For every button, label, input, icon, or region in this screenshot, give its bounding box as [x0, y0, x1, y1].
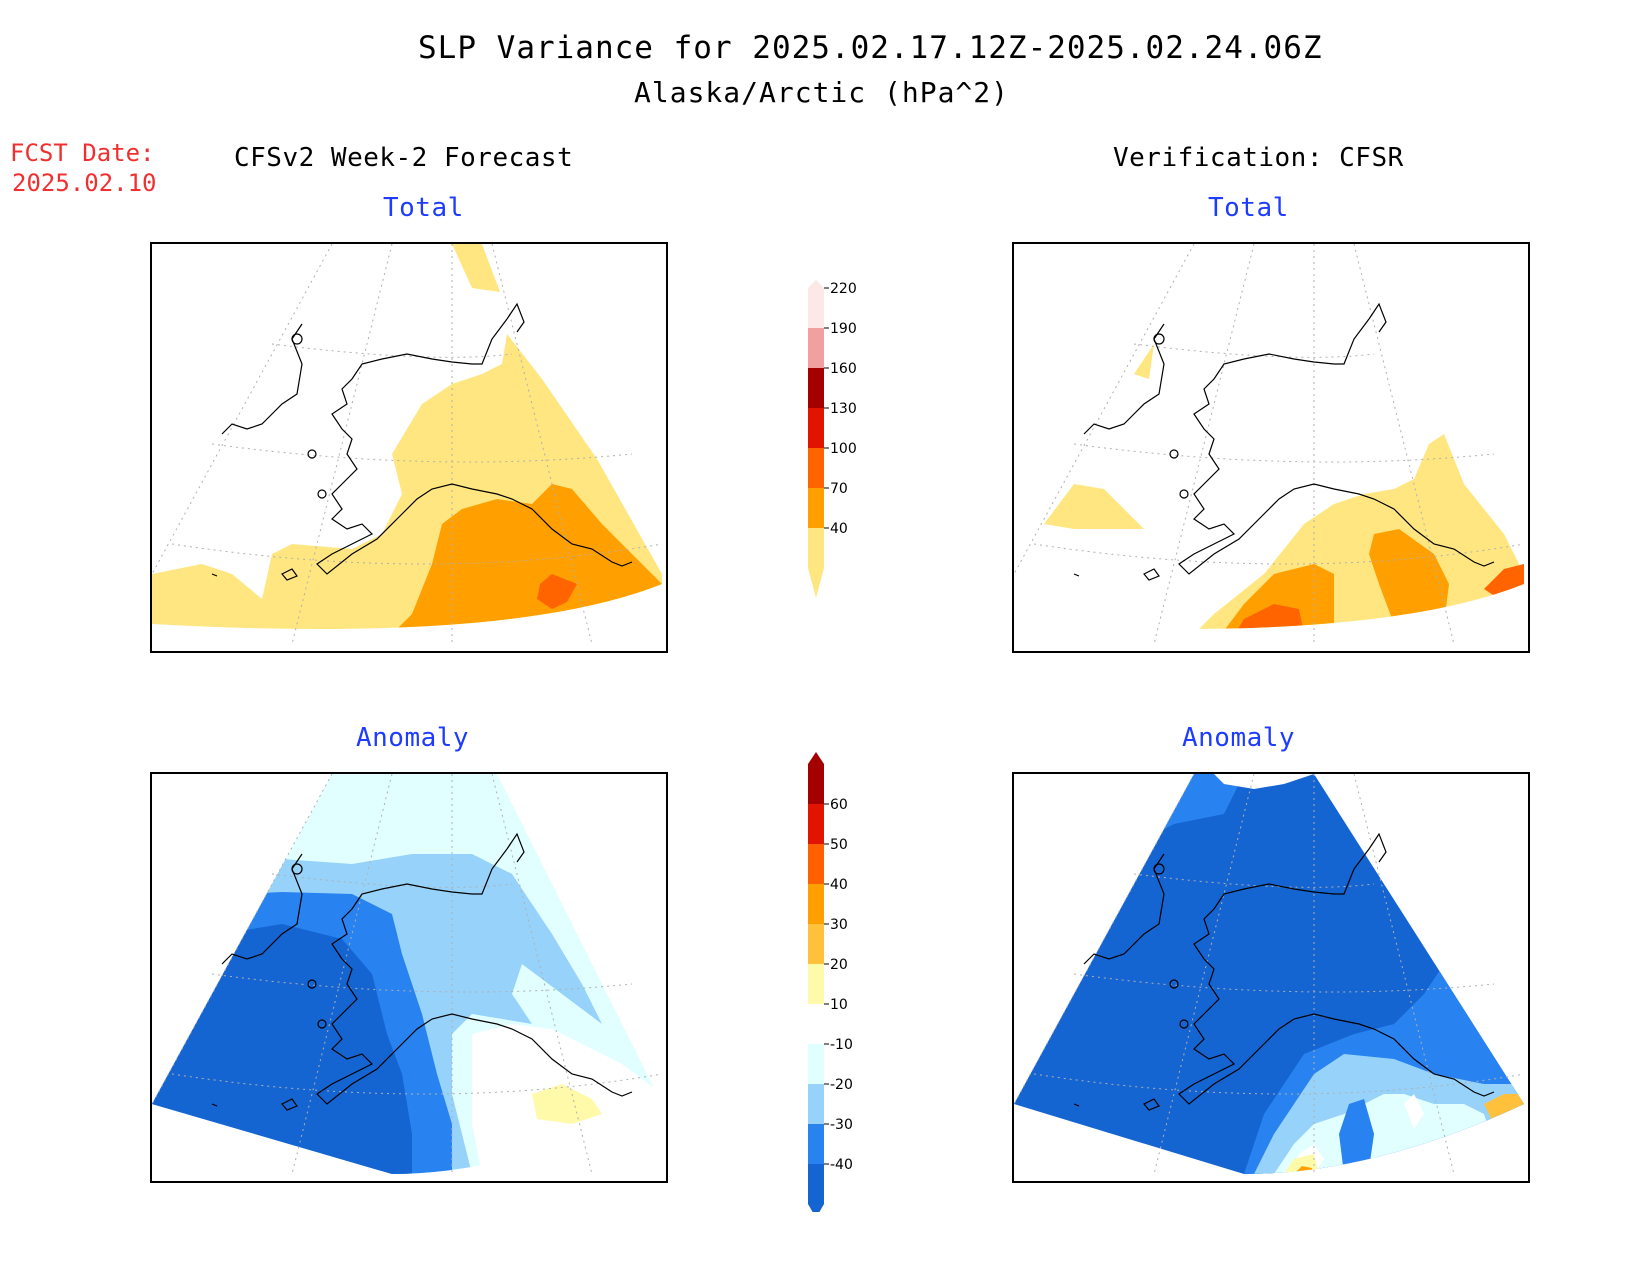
fc-total-red-spot [537, 574, 577, 609]
colorbar-swatch [808, 1124, 824, 1164]
vf-total-orange-2 [1369, 529, 1449, 629]
colorbar-swatch [808, 448, 824, 488]
vf-total-red-east [1484, 564, 1524, 599]
colorbar-swatch [808, 964, 824, 1004]
vf-total-yellow-main [1184, 434, 1524, 629]
fc-total-orange-bottom [322, 634, 392, 644]
vf-total-yellow-tip [1134, 344, 1154, 379]
vf-total-red-1 [1229, 604, 1304, 629]
colorbar-label: 20 [830, 957, 848, 973]
colorbar-label: 160 [830, 361, 857, 377]
colorbar-swatch [808, 328, 824, 368]
colorbar-swatch [808, 804, 824, 844]
colorbar-label: 190 [830, 321, 857, 337]
colorbar-label: 40 [830, 877, 848, 893]
colorbar-swatch [808, 528, 824, 598]
colorbar-swatch [808, 1084, 824, 1124]
colorbar-label: 30 [830, 917, 848, 933]
colorbar-swatch [808, 924, 824, 964]
vf-total-darkred-1 [1259, 634, 1286, 644]
forecast-column-title: CFSv2 Week-2 Forecast [234, 143, 574, 173]
fcst-date-label: FCST Date: [10, 139, 155, 167]
colorbar-label: -10 [830, 1037, 853, 1053]
verification-anomaly-map [1012, 772, 1530, 1183]
colorbar-swatch [808, 488, 824, 528]
verification-column-title: Verification: CFSR [1113, 143, 1404, 173]
colorbar-label: 60 [830, 797, 848, 813]
colorbar-label: -30 [830, 1117, 853, 1133]
colorbar-label: 40 [830, 521, 848, 537]
colorbar-label: 100 [830, 441, 857, 457]
forecast-total-map [150, 242, 668, 653]
colorbar-swatch [808, 280, 824, 328]
figure-subtitle: Alaska/Arctic (hPa^2) [634, 76, 1010, 109]
vf-total-yellow-west [1044, 484, 1144, 529]
colorbar-label: 130 [830, 401, 857, 417]
verification-total-map [1012, 242, 1530, 653]
colorbar-swatch [808, 1044, 824, 1084]
colorbar-label: 220 [830, 281, 857, 297]
colorbar-swatch [808, 844, 824, 884]
vf-anom-blue-dark-inset [1339, 1099, 1374, 1174]
forecast-total-label: Total [383, 193, 464, 223]
colorbar-swatch [808, 884, 824, 924]
vf-anom-white-east [1404, 1094, 1424, 1129]
colorbar-label: 10 [830, 997, 848, 1013]
figure-title: SLP Variance for 2025.02.17.12Z-2025.02.… [418, 30, 1323, 66]
colorbar-swatch [808, 1004, 824, 1044]
fcst-date-value: 2025.02.10 [12, 169, 157, 197]
anomaly-colorbar: -40 -30 -20 -10 10 20 30 40 50 60 [808, 752, 853, 1212]
fc-total-yellow-region [452, 244, 500, 292]
forecast-anomaly-map [150, 772, 668, 1183]
colorbar-swatch [808, 1164, 824, 1212]
colorbar-label: 70 [830, 481, 848, 497]
colorbar-swatch [808, 408, 824, 448]
colorbar-label: 50 [830, 837, 848, 853]
verification-anomaly-label: Anomaly [1182, 723, 1296, 753]
verification-total-label: Total [1208, 193, 1289, 223]
forecast-anomaly-label: Anomaly [356, 723, 470, 753]
fc-anom-yellow [532, 1084, 602, 1124]
colorbar-label: -20 [830, 1077, 853, 1093]
colorbar-swatch [808, 368, 824, 408]
colorbar-label: -40 [830, 1157, 853, 1173]
total-colorbar: 40 70 100 130 160 190 220 [808, 280, 857, 598]
colorbar-swatch [808, 752, 824, 804]
vf-anom-white-top [1214, 774, 1314, 789]
